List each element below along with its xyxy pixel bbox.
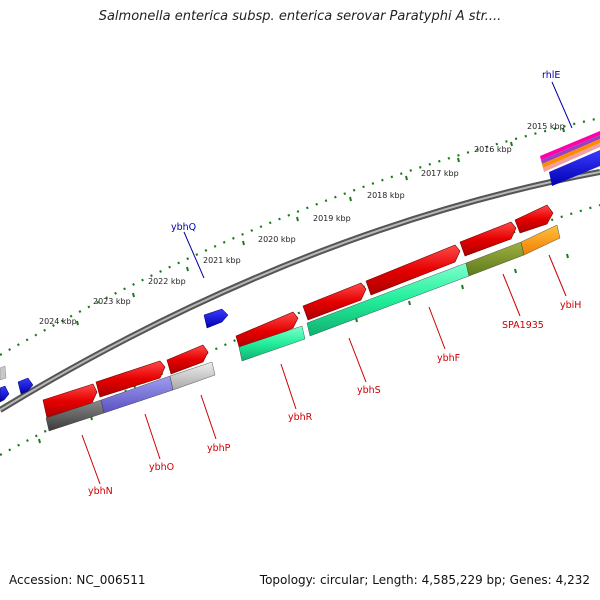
genes-label: Genes: xyxy=(509,573,552,587)
forward-strand-genes xyxy=(42,204,554,419)
rhle-gene-cluster xyxy=(540,131,600,186)
grey-fragment xyxy=(0,365,7,381)
gene-labels: ybhN ybhO ybhP ybhR ybhS ybhF SPA1935 yb… xyxy=(88,70,581,497)
tick-label: 2018 kbp xyxy=(367,191,405,200)
tick-label: 2015 kbp xyxy=(527,122,565,131)
gene-arrow xyxy=(166,344,209,375)
gene-label-ybho: ybhO xyxy=(149,462,174,473)
topology-value: circular; xyxy=(319,573,369,587)
accession-info: Accession: NC_006511 xyxy=(9,573,146,587)
accession-label: Accession: xyxy=(9,573,73,587)
gene-arrow xyxy=(95,360,166,398)
tick-label: 2020 kbp xyxy=(258,235,296,244)
outer-scale-ring xyxy=(0,116,600,356)
reverse-strand-features xyxy=(45,224,561,432)
genome-summary: Topology: circular; Length: 4,585,229 bp; … xyxy=(260,573,590,587)
feature-block xyxy=(520,224,561,256)
gene-label-ybhr: ybhR xyxy=(288,412,313,423)
gene-arrow xyxy=(42,383,98,419)
tick-label: 2023 kbp xyxy=(93,297,131,306)
gene-arrow xyxy=(302,282,367,321)
tick-label: 2021 kbp xyxy=(203,256,241,265)
length-value: 4,585,229 bp; xyxy=(421,573,506,587)
topology-label: Topology: xyxy=(259,573,316,587)
gene-label-rhle: rhlE xyxy=(542,70,560,81)
feature-stripe xyxy=(541,135,600,164)
tick-label: 2016 kbp xyxy=(474,145,512,154)
tick-labels: 2015 kbp 2016 kbp 2017 kbp 2018 kbp 2019… xyxy=(39,122,565,326)
accession-value: NC_006511 xyxy=(76,573,146,587)
gene-label-ybhf: ybhF xyxy=(437,353,460,364)
feature-stripe xyxy=(542,139,600,168)
gene-arrow-small xyxy=(0,385,10,403)
feature-block xyxy=(169,361,216,391)
length-label: Length: xyxy=(372,573,418,587)
gene-label-ybhq: ybhQ xyxy=(171,222,196,233)
tick-label: 2024 kbp xyxy=(39,317,77,326)
gene-label-ybhs: ybhS xyxy=(357,385,381,396)
feature-block xyxy=(238,325,306,362)
genome-backbone-highlight xyxy=(0,171,600,411)
genes-value: 4,232 xyxy=(555,573,590,587)
gene-label-ybhp: ybhP xyxy=(207,443,231,454)
small-blue-genes xyxy=(0,308,229,403)
tick-label: 2022 kbp xyxy=(148,277,186,286)
gene-arrow xyxy=(514,204,554,234)
feature-stripe xyxy=(543,143,600,172)
label-leader-lines xyxy=(81,81,573,485)
gene-label-ybih: ybiH xyxy=(560,300,581,311)
gene-label-ybhn: ybhN xyxy=(88,486,113,497)
gene-arrow xyxy=(365,244,461,296)
gene-label-spa1935: SPA1935 xyxy=(502,320,544,331)
feature-stripe xyxy=(540,131,600,160)
tick-label: 2019 kbp xyxy=(313,214,351,223)
gene-arrow xyxy=(459,221,517,257)
gene-arrow-small xyxy=(17,377,34,395)
feature-block xyxy=(549,150,600,186)
page-title: Salmonella enterica subsp. enterica sero… xyxy=(98,9,502,24)
gene-arrow-small xyxy=(203,308,229,329)
tick-label: 2017 kbp xyxy=(421,169,459,178)
